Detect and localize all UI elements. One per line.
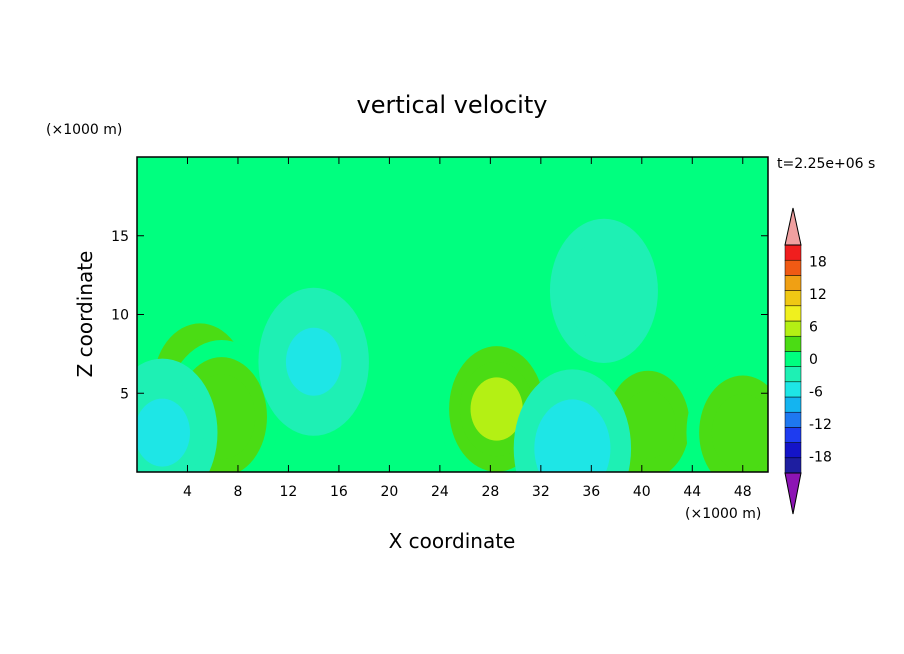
colorbar-tick-label: 6 — [809, 319, 818, 335]
y-tick-label: 15 — [111, 229, 129, 245]
colorbar-band — [784, 351, 802, 367]
y-unit-label: (×1000 m) — [46, 122, 122, 138]
colorbar-under-arrow — [784, 472, 802, 515]
time-label: t=2.25e+06 s — [777, 156, 875, 172]
colorbar-band — [784, 427, 802, 443]
colorbar-tick-label: 18 — [809, 254, 827, 270]
x-tick-label: 32 — [532, 484, 550, 500]
field-contour-level — [285, 327, 342, 396]
x-axis: 4 8 12 16 20 24 28 32 36 40 44 48 — [183, 157, 752, 500]
colorbar-band — [784, 457, 802, 474]
colorbar: 18 12 6 0 -6 -12 -18 — [784, 207, 832, 515]
y-tick-label: 10 — [111, 308, 129, 324]
colorbar-tick-label: 12 — [809, 287, 827, 303]
colorbar-band — [784, 244, 802, 261]
colorbar-band — [784, 442, 802, 459]
colorbar-tick-label: -6 — [809, 385, 823, 401]
y-axis-label: Z coordinate — [73, 251, 97, 378]
x-axis-label: X coordinate — [389, 529, 516, 553]
x-unit-label: (×1000 m) — [685, 506, 761, 522]
x-tick-label: 16 — [330, 484, 348, 500]
field-contour-level — [544, 414, 601, 472]
colorbar-band — [784, 335, 802, 352]
colorbar-over-arrow — [784, 207, 802, 246]
x-tick-label: 40 — [633, 484, 651, 500]
colorbar-band — [784, 396, 802, 413]
colorbar-band — [784, 259, 802, 276]
x-tick-label: 20 — [380, 484, 398, 500]
x-tick-label: 48 — [734, 484, 752, 500]
field-contour-level — [137, 398, 190, 467]
x-tick-label: 8 — [233, 484, 242, 500]
colorbar-tick-label: -18 — [809, 450, 832, 466]
field-contour-level — [711, 394, 768, 472]
x-tick-label: 28 — [481, 484, 499, 500]
colorbar-tick-label: -12 — [809, 417, 832, 433]
colorbar-band — [784, 290, 802, 307]
colorbar-band — [784, 411, 802, 428]
colorbar-band — [784, 366, 802, 383]
field-contour-level — [564, 240, 643, 342]
x-tick-label: 12 — [280, 484, 298, 500]
field-contour-level — [470, 377, 523, 441]
colorbar-band — [784, 275, 802, 291]
colorbar-band — [784, 320, 802, 337]
chart-title: vertical velocity — [357, 91, 548, 119]
colorbar-band — [784, 381, 802, 398]
x-tick-label: 24 — [431, 484, 449, 500]
velocity-field — [137, 157, 768, 472]
y-tick-label: 5 — [120, 386, 129, 402]
x-tick-label: 36 — [582, 484, 600, 500]
x-tick-label: 4 — [183, 484, 192, 500]
y-axis: 5 10 15 — [111, 229, 768, 402]
x-tick-label: 44 — [683, 484, 701, 500]
colorbar-band — [784, 305, 802, 322]
colorbar-tick-label: 0 — [809, 352, 818, 368]
field-contour-level — [620, 390, 676, 459]
